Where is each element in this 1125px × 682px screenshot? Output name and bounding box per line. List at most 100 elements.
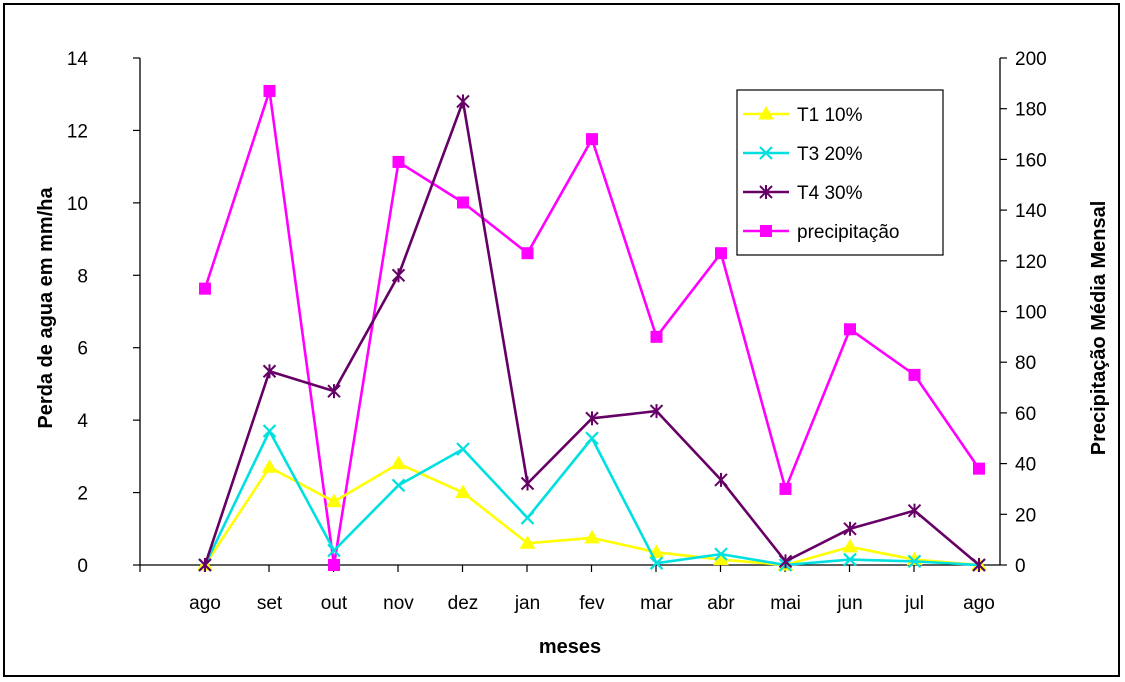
x-tick-label: jun: [836, 593, 862, 614]
x-tick-label: mar: [640, 593, 673, 614]
x-tick-label: ago: [189, 593, 221, 614]
y-right-tick-label: 80: [1015, 353, 1036, 374]
data-point: [198, 558, 212, 572]
series-t1-10: [197, 455, 987, 571]
data-point: [456, 94, 470, 109]
legend-marker: [760, 225, 772, 237]
legend-marker: [758, 106, 774, 120]
square-marker-shape: [779, 482, 792, 495]
x-marker-stroke: [649, 556, 664, 570]
data-point: [520, 511, 535, 525]
data-point: [263, 84, 276, 97]
y-right-tick-label: 60: [1015, 404, 1036, 425]
data-point: [650, 330, 663, 343]
y-left-tick-label: 6: [77, 339, 88, 360]
triangle-marker-shape: [758, 106, 774, 120]
x-marker-stroke: [714, 547, 728, 561]
square-marker-shape: [586, 133, 598, 146]
x-marker-stroke: [843, 552, 857, 567]
data-point: [908, 368, 921, 381]
x-tick-label: set: [257, 593, 283, 614]
data-point: [778, 554, 793, 569]
data-point: [585, 431, 599, 446]
y-left-tick-label: 0: [77, 556, 88, 577]
data-point: [262, 364, 277, 379]
data-point: [327, 384, 341, 399]
x-tick-label: nov: [383, 593, 414, 614]
y-left-tick-label: 4: [77, 411, 88, 432]
y-left-tick-label: 14: [67, 49, 89, 70]
triangle-marker-shape: [519, 535, 536, 549]
data-point: [842, 538, 858, 553]
data-point: [262, 424, 277, 438]
axes: 02468101214020406080100120140160180200ag…: [67, 49, 1047, 614]
x-marker-stroke: [520, 511, 535, 525]
data-point: [391, 478, 406, 493]
x-tick-label: fev: [579, 593, 605, 614]
square-marker-shape: [715, 247, 727, 260]
data-point: [585, 411, 599, 426]
y-right-tick-label: 160: [1015, 150, 1047, 171]
square-marker-shape: [328, 559, 340, 571]
data-point: [521, 247, 534, 260]
y-left-tick-label: 12: [67, 121, 88, 142]
legend: T1 10% T3 20% T4 30% precipitação: [736, 89, 944, 256]
triangle-marker-shape: [584, 529, 600, 544]
series-t4-30: [198, 94, 986, 572]
square-marker-shape: [457, 196, 469, 209]
data-point: [457, 196, 469, 209]
data-point: [328, 559, 340, 571]
data-point: [586, 133, 598, 146]
legend-item: T4 30%: [743, 183, 863, 204]
square-marker-shape: [650, 330, 663, 343]
data-point: [972, 558, 986, 572]
data-point: [779, 482, 792, 495]
data-point: [455, 484, 471, 499]
x-marker-stroke: [262, 424, 277, 438]
x-marker-stroke: [585, 431, 599, 446]
x-tick-label: dez: [448, 593, 479, 614]
x-marker-stroke: [327, 543, 341, 558]
data-point: [649, 556, 664, 570]
y-right-tick-label: 140: [1015, 201, 1047, 222]
x-marker-stroke: [759, 146, 773, 160]
data-point: [843, 552, 857, 567]
triangle-marker-shape: [261, 459, 278, 473]
data-point: [391, 268, 406, 283]
square-marker-shape: [392, 155, 405, 168]
triangle-marker-shape: [842, 538, 858, 553]
data-point: [649, 404, 664, 419]
y-right-tick-label: 100: [1015, 303, 1047, 324]
triangle-marker-shape: [326, 493, 342, 508]
data-point: [907, 503, 922, 518]
square-marker-shape: [908, 368, 921, 381]
x-marker-stroke: [907, 554, 922, 569]
data-point: [456, 442, 470, 456]
square-marker-shape: [521, 247, 534, 260]
y-right-tick-label: 120: [1015, 252, 1047, 273]
y-right-tick-label: 40: [1015, 455, 1036, 476]
x-marker-stroke: [391, 478, 406, 493]
x-axis-title: meses: [539, 636, 601, 658]
x-tick-label: mai: [770, 593, 801, 614]
series-layer: [197, 84, 987, 572]
triangle-marker-shape: [455, 484, 471, 499]
square-marker-shape: [199, 282, 211, 295]
data-point: [327, 543, 341, 558]
legend-label: T3 20%: [797, 144, 863, 165]
y-left-tick-label: 8: [77, 266, 88, 287]
data-point: [714, 472, 728, 487]
data-point: [973, 462, 985, 475]
legend-marker: [759, 185, 773, 199]
data-point: [326, 493, 342, 508]
data-point: [843, 521, 857, 536]
y-axis-left-title: Perda de agua em mm/ha: [35, 187, 57, 429]
data-point: [392, 155, 405, 168]
x-tick-label: jan: [514, 593, 540, 614]
data-point: [520, 476, 535, 491]
legend-label: precipitação: [797, 222, 899, 243]
x-tick-label: ago: [963, 593, 995, 614]
y-axis-right-title: Precipitação Média Mensal: [1088, 201, 1110, 456]
square-marker-shape: [844, 323, 856, 336]
